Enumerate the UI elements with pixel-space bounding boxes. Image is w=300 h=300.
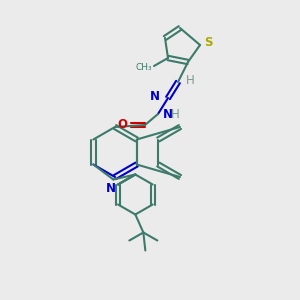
Text: N: N (150, 91, 160, 103)
Text: N: N (106, 182, 116, 195)
Text: H: H (171, 109, 180, 122)
Text: CH₃: CH₃ (135, 62, 152, 71)
Text: O: O (117, 118, 127, 130)
Text: S: S (204, 37, 212, 50)
Text: H: H (186, 74, 195, 86)
Text: N: N (163, 109, 173, 122)
